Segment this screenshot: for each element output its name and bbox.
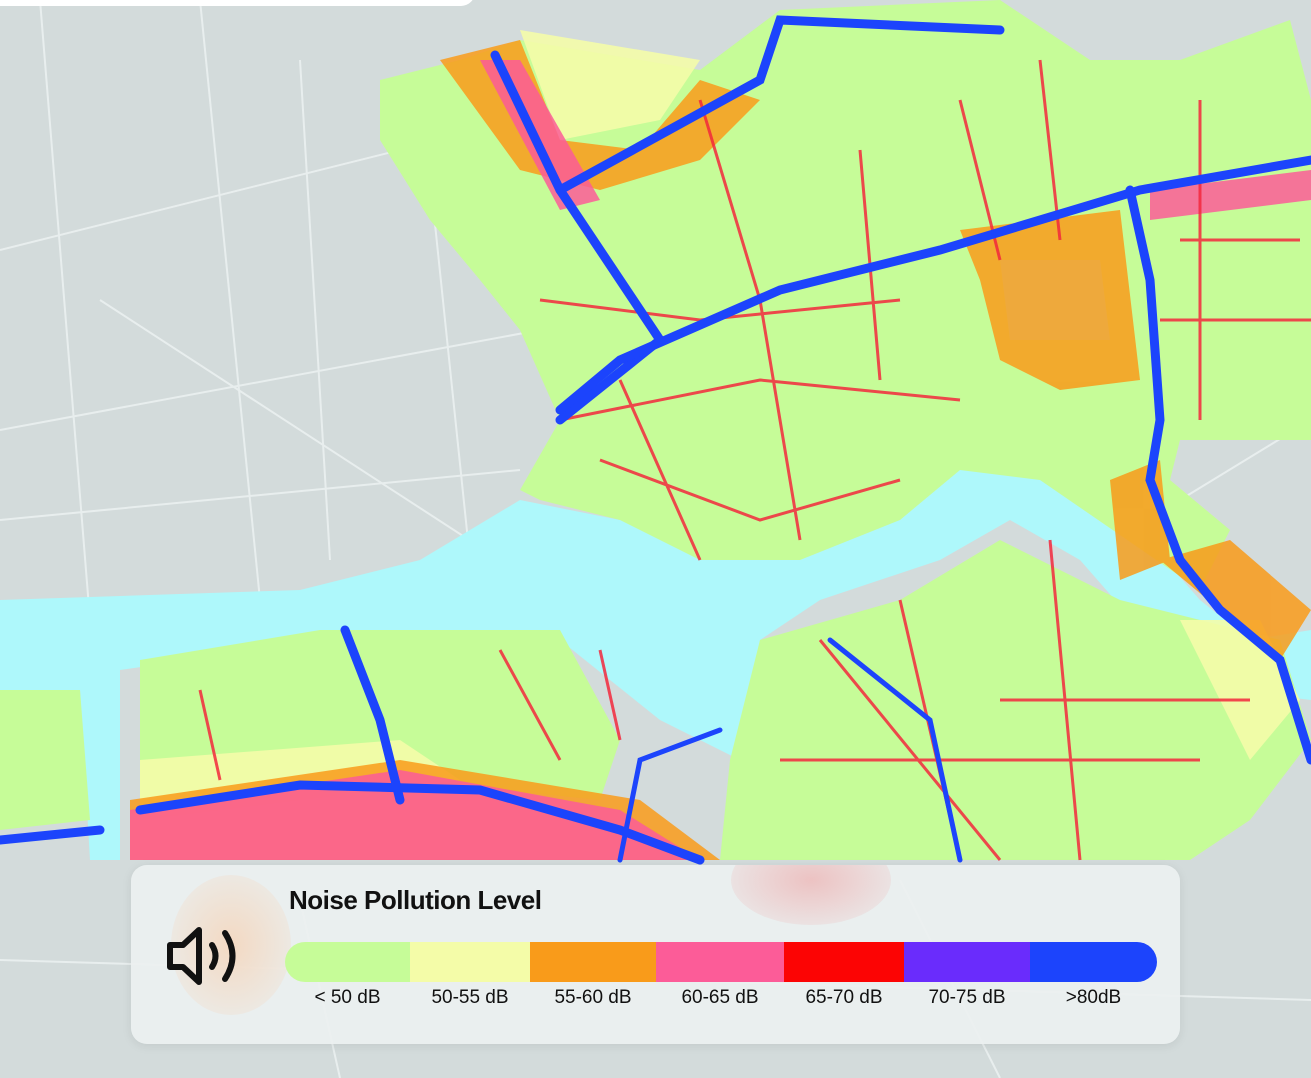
noise-color-scale: [285, 942, 1157, 982]
scale-label: 50-55 dB: [431, 987, 509, 1008]
scale-label: < 50 dB: [314, 987, 381, 1008]
speaker-volume-icon: [167, 927, 236, 985]
scale-label: >80dB: [1065, 987, 1122, 1008]
scale-segment: [784, 942, 904, 982]
scale-segment: [904, 942, 1030, 982]
highways: [0, 15, 1311, 865]
noise-legend-panel: Noise Pollution Level < 50 dB 50-55 dB 55-…: [131, 865, 1180, 1044]
scale-label: 60-65 dB: [681, 987, 759, 1008]
scale-label: 55-60 dB: [554, 987, 632, 1008]
scale-segment: [530, 942, 656, 982]
scale-segment: [656, 942, 784, 982]
scale-segment: [1030, 942, 1157, 982]
legend-title: Noise Pollution Level: [289, 885, 542, 915]
scale-label: 70-75 dB: [928, 987, 1006, 1008]
noise-zones: [0, 0, 1311, 860]
search-bar[interactable]: [0, 0, 475, 6]
scale-segment: [285, 942, 410, 982]
scale-label: 65-70 dB: [805, 987, 883, 1008]
scale-segment: [410, 942, 530, 982]
